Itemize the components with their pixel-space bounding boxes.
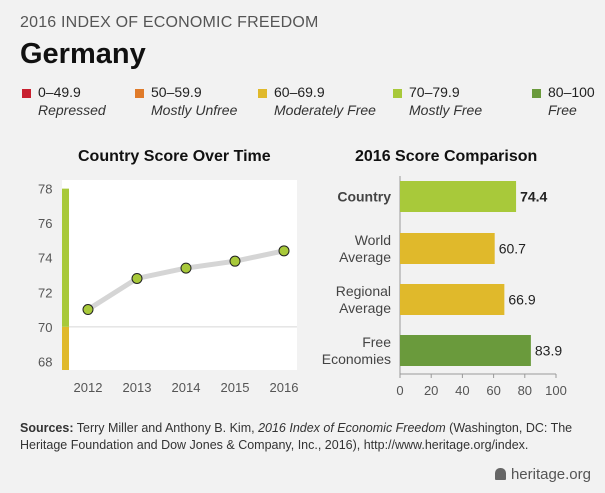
legend-range: 80–100: [548, 84, 595, 100]
sources-text-a: Terry Miller and Anthony B. Kim,: [73, 421, 259, 435]
score-point: [180, 262, 192, 274]
category-label: World: [355, 232, 391, 248]
x-tick-label: 100: [545, 383, 567, 398]
score-band-segment: [62, 188, 69, 327]
sources-title: 2016 Index of Economic Freedom: [258, 421, 446, 435]
legend-label: Mostly Unfree: [151, 102, 238, 118]
score-bar: [400, 233, 495, 264]
x-tick-label: 20: [424, 383, 438, 398]
bar-value-label: 74.4: [520, 189, 547, 205]
x-tick-label: 0: [396, 383, 403, 398]
legend-range: 0–49.9: [38, 84, 81, 100]
sources-text-b: (Washington, DC: The Heritage Foundation…: [20, 421, 573, 452]
sources-note: Sources: Terry Miller and Anthony B. Kim…: [20, 420, 590, 454]
report-subtitle: 2016 INDEX OF ECONOMIC FREEDOM: [20, 14, 319, 31]
bar-value-label: 83.9: [535, 343, 562, 359]
legend-swatch: [393, 89, 402, 98]
legend-range: 60–69.9: [274, 84, 325, 100]
charts-canvas: 68 70 72 74 76 78 2012 2013 2014 2015 2016 0 20 40 60 8…: [38, 176, 567, 398]
legend-label: Mostly Free: [409, 102, 483, 118]
legend-swatch: [135, 89, 144, 98]
x-tick-label: 60: [486, 383, 500, 398]
y-tick-label: 74: [38, 251, 52, 266]
score-bar: [400, 335, 531, 366]
x-tick-label: 2013: [123, 380, 152, 395]
score-band-segment: [62, 326, 69, 370]
score-point: [82, 304, 94, 316]
line-plot-area: [62, 180, 297, 370]
x-tick-label: 80: [518, 383, 532, 398]
y-tick-label: 68: [38, 354, 52, 369]
bar-value-label: 60.7: [499, 241, 526, 257]
category-label: Free: [362, 334, 391, 350]
legend-label: Repressed: [38, 102, 106, 118]
heritage-logo-text: heritage.org: [510, 466, 591, 483]
x-tick-label: 2015: [221, 380, 250, 395]
bar-value-label: 66.9: [508, 292, 535, 308]
y-tick-label: 78: [38, 182, 52, 197]
x-tick-label: 2012: [74, 380, 103, 395]
legend: 0–49.9 Repressed 50–59.9 Mostly Unfree 60–69…: [22, 84, 602, 128]
country-title: Germany: [20, 38, 146, 70]
x-tick-label: 40: [455, 383, 469, 398]
y-tick-label: 76: [38, 216, 52, 231]
category-label: Country: [337, 189, 391, 205]
bar-chart-title: 2016 Score Comparison: [355, 148, 538, 165]
legend-range: 50–59.9: [151, 84, 202, 100]
category-label: Average: [339, 300, 391, 316]
legend-label: Free: [548, 102, 577, 118]
y-tick-label: 72: [38, 285, 52, 300]
heritage-logo[interactable]: heritage.org: [494, 466, 591, 483]
line-chart-title: Country Score Over Time: [78, 148, 271, 165]
category-label: Average: [339, 249, 391, 265]
legend-swatch: [22, 89, 31, 98]
legend-range: 70–79.9: [409, 84, 460, 100]
score-point: [131, 272, 143, 284]
category-label: Economies: [322, 351, 391, 367]
score-bar: [400, 284, 505, 315]
score-point: [278, 245, 290, 257]
y-tick-label: 70: [38, 320, 52, 335]
x-tick-label: 2014: [172, 380, 201, 395]
sources-label: Sources:: [20, 421, 74, 435]
category-label: Regional: [336, 283, 391, 299]
bell-icon: [494, 468, 506, 480]
legend-label: Moderately Free: [274, 102, 376, 118]
score-point: [229, 255, 241, 267]
legend-swatch: [258, 89, 267, 98]
x-tick-label: 2016: [270, 380, 299, 395]
score-bar: [400, 181, 517, 212]
legend-swatch: [532, 89, 541, 98]
